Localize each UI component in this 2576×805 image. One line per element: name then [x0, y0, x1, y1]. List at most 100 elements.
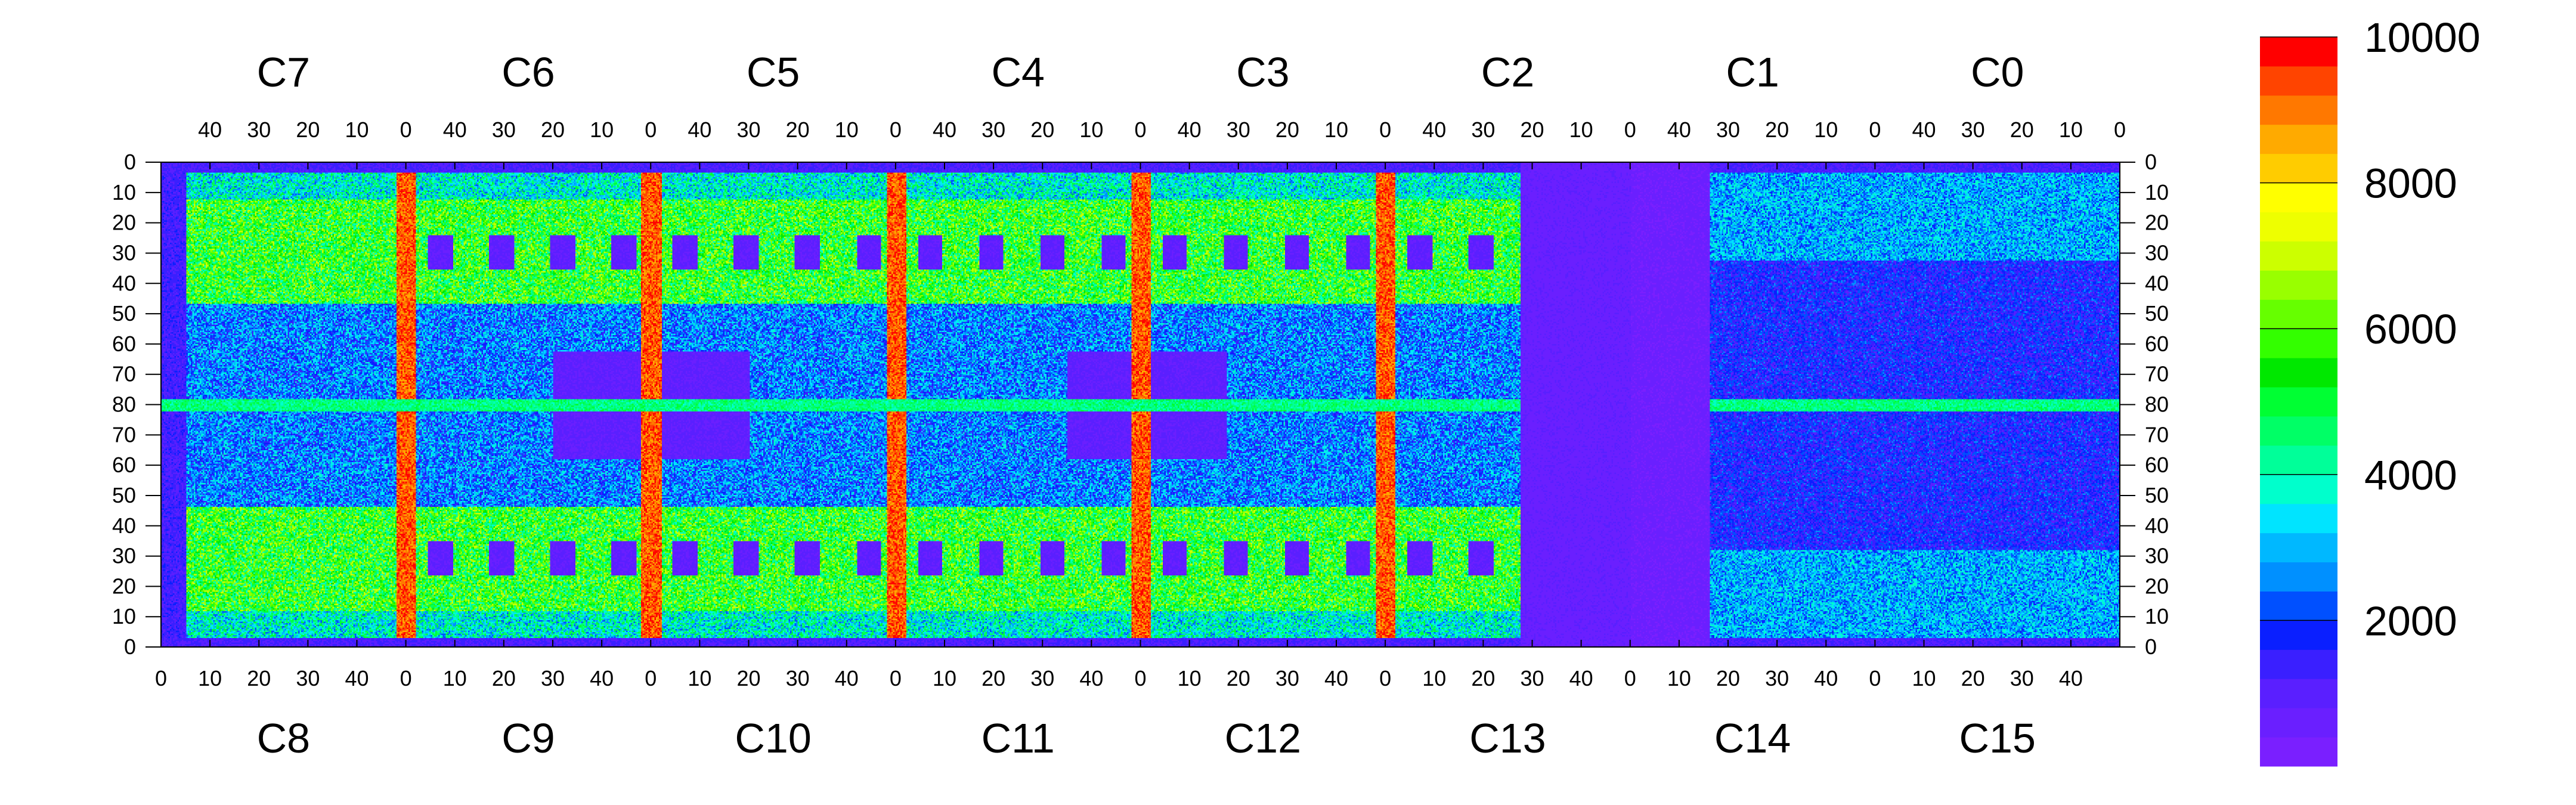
top-x-tick-label: 30	[247, 117, 271, 142]
left-y-tick-label: 40	[112, 271, 136, 295]
top-x-tick-label: 40	[1178, 117, 1202, 142]
colorbar-segment	[2260, 358, 2337, 388]
left-y-tick-label: 60	[112, 453, 136, 477]
bottom-x-tick-label: 10	[688, 666, 711, 691]
top-x-tick-label: 10	[345, 117, 369, 142]
right-y-tick-label: 0	[2145, 150, 2157, 174]
colorbar-segment	[2260, 241, 2337, 271]
top-x-tick-label: 0	[890, 117, 902, 142]
colorbar-segment	[2260, 329, 2337, 358]
bottom-x-tick-label: 30	[1765, 666, 1789, 691]
left-y-tick-label: 20	[112, 574, 136, 598]
bottom-channel-label: C12	[1225, 715, 1301, 761]
bottom-x-tick-label: 40	[590, 666, 614, 691]
colorbar-segment	[2260, 620, 2337, 650]
colorbar-segment	[2260, 591, 2337, 621]
bottom-channel-label: C15	[1959, 715, 2035, 761]
top-x-tick-label: 30	[1961, 117, 1985, 142]
left-y-tick-label: 70	[112, 422, 136, 447]
top-x-tick-label: 30	[1716, 117, 1740, 142]
colorbar-segment	[2260, 212, 2337, 242]
top-channel-label: C2	[1481, 49, 1534, 95]
bottom-x-tick-label: 10	[933, 666, 956, 691]
bottom-channel-label: C14	[1714, 715, 1791, 761]
right-y-tick-label: 80	[2145, 392, 2169, 417]
colorbar-segment	[2260, 124, 2337, 154]
bottom-x-tick-label: 20	[736, 666, 760, 691]
left-y-tick-label: 30	[112, 240, 136, 265]
colorbar-tick-label: 10000	[2364, 14, 2481, 61]
bottom-x-tick-label: 40	[345, 666, 369, 691]
top-x-tick-label: 40	[198, 117, 222, 142]
colorbar-tick-label: 6000	[2364, 306, 2457, 352]
colorbar	[2260, 37, 2337, 767]
top-x-tick-label: 20	[1765, 117, 1789, 142]
top-channel-label: C5	[747, 49, 800, 95]
top-x-tick-label: 30	[492, 117, 516, 142]
top-channel-label: C6	[501, 49, 555, 95]
colorbar-segment	[2260, 737, 2337, 767]
top-x-tick-label: 20	[1275, 117, 1299, 142]
bottom-x-tick-label: 30	[1275, 666, 1299, 691]
top-x-tick-label: 20	[1520, 117, 1544, 142]
right-y-tick-label: 30	[2145, 240, 2169, 265]
right-y-tick-label: 70	[2145, 362, 2169, 386]
top-x-tick-label: 20	[1030, 117, 1054, 142]
top-x-tick-label: 0	[645, 117, 657, 142]
bottom-x-tick-label: 10	[1422, 666, 1446, 691]
bottom-x-tick-label: 20	[1471, 666, 1495, 691]
bottom-channel-label: C11	[982, 715, 1055, 761]
bottom-x-tick-label: 10	[443, 666, 467, 691]
top-x-tick-label: 10	[1079, 117, 1103, 142]
bottom-x-tick-label: 20	[492, 666, 516, 691]
bottom-x-tick-label: 0	[1379, 666, 1391, 691]
bottom-x-tick-label: 10	[1667, 666, 1691, 691]
bottom-x-tick-label: 40	[1569, 666, 1593, 691]
bottom-channel-label: C8	[257, 715, 310, 761]
colorbar-segment	[2260, 299, 2337, 329]
bottom-x-ticks: 0 10 20 30 40 0 10 20 30 40 0 10 20 30 40 0 10 20 30 40 0 10 2…	[155, 640, 2083, 691]
colorbar-segment	[2260, 153, 2337, 184]
bottom-x-tick-label: 0	[1624, 666, 1636, 691]
bottom-x-tick-label: 10	[1178, 666, 1202, 691]
bottom-channel-labels: C8 C9 C10 C11 C12 C13 C14 C15	[257, 715, 2036, 761]
right-y-tick-label: 0	[2145, 634, 2157, 659]
left-y-tick-label: 0	[124, 150, 136, 174]
right-y-tick-label: 10	[2145, 180, 2169, 205]
top-channel-label: C0	[1971, 49, 2024, 95]
top-x-tick-label: 40	[1912, 117, 1936, 142]
colorbar-segment	[2260, 649, 2337, 679]
top-x-tick-label: 20	[541, 117, 565, 142]
top-x-tick-label: 0	[1379, 117, 1391, 142]
top-channel-label: C3	[1236, 49, 1289, 95]
bottom-x-tick-label: 30	[1030, 666, 1054, 691]
bottom-x-tick-label: 30	[786, 666, 810, 691]
top-x-tick-label: 40	[688, 117, 711, 142]
right-y-tick-label: 50	[2145, 483, 2169, 507]
bottom-x-tick-label: 10	[198, 666, 222, 691]
bottom-x-tick-label: 20	[1961, 666, 1985, 691]
left-y-tick-label: 70	[112, 362, 136, 386]
colorbar-segment	[2260, 66, 2337, 96]
right-y-tick-label: 20	[2145, 574, 2169, 598]
colorbar-segment	[2260, 95, 2337, 125]
top-x-tick-label: 10	[590, 117, 614, 142]
top-x-tick-label: 30	[1227, 117, 1250, 142]
top-x-tick-label: 10	[1324, 117, 1348, 142]
bottom-x-tick-label: 0	[1134, 666, 1146, 691]
top-x-tick-label: 10	[2059, 117, 2083, 142]
top-channel-label: C1	[1726, 49, 1779, 95]
right-y-tick-label: 20	[2145, 210, 2169, 235]
right-y-tick-label: 10	[2145, 604, 2169, 628]
bottom-x-tick-label: 20	[1716, 666, 1740, 691]
bottom-channel-label: C13	[1469, 715, 1546, 761]
bottom-x-tick-label: 40	[1079, 666, 1103, 691]
top-x-tick-label: 30	[736, 117, 760, 142]
bottom-x-tick-label: 40	[2059, 666, 2083, 691]
bottom-x-tick-label: 20	[1227, 666, 1250, 691]
left-y-tick-label: 20	[112, 210, 136, 235]
top-x-tick-label: 0	[1869, 117, 1881, 142]
heatmap-image	[161, 162, 2120, 647]
bottom-x-tick-label: 10	[1912, 666, 1936, 691]
top-x-tick-label: 0	[1134, 117, 1146, 142]
